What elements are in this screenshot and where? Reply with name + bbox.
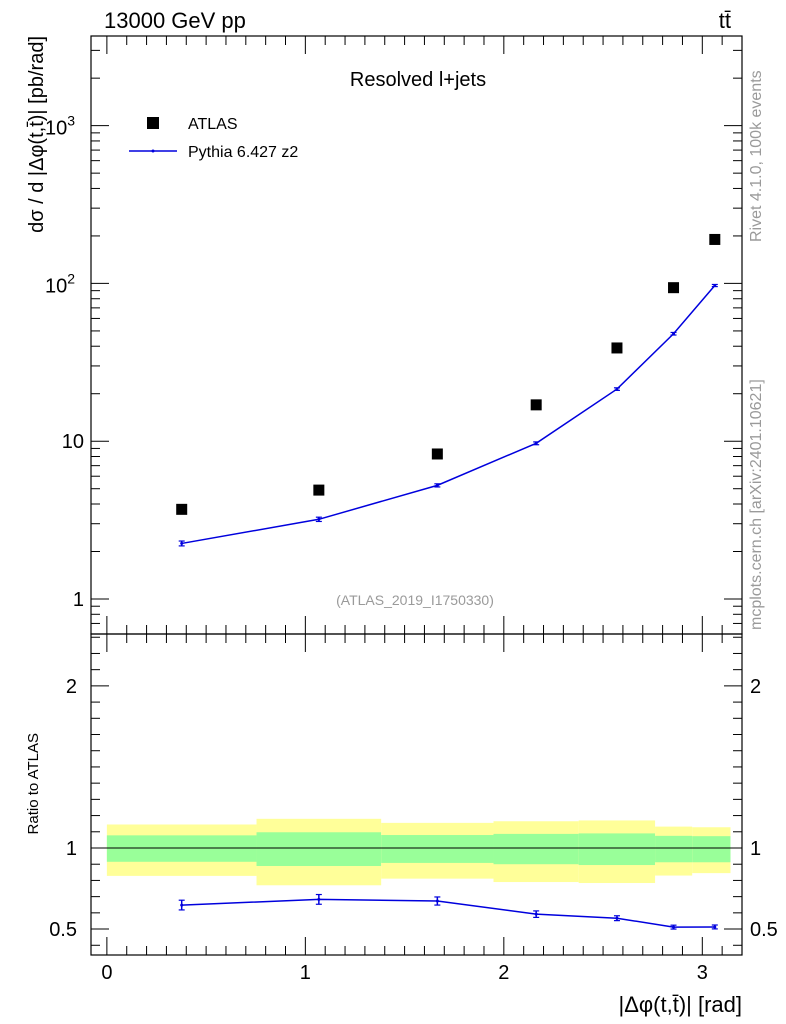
ratio-point xyxy=(615,916,619,920)
atlas-data-point xyxy=(611,342,623,354)
atlas-data-point xyxy=(431,448,443,460)
ratio-band-inner-5 xyxy=(655,835,693,863)
main-y-tick-label: 103 xyxy=(45,113,75,140)
atlas-data-point xyxy=(313,484,325,496)
ratio-y-axis-label: Ratio to ATLAS xyxy=(25,733,42,834)
pythia-point xyxy=(615,387,619,391)
pythia-point xyxy=(435,483,439,487)
atlas-data-point xyxy=(668,282,680,294)
atlas-data-point xyxy=(176,503,188,515)
energy-label: 13000 GeV pp xyxy=(104,8,246,33)
ratio-point xyxy=(180,903,184,907)
atlas-data-point xyxy=(530,399,542,411)
ratio-band-inner-3 xyxy=(493,833,579,865)
mcplots-watermark: mcplots.cern.ch [arXiv:2401.10621] xyxy=(748,379,765,630)
ratio-y-tick-label-right: 2 xyxy=(750,676,761,698)
x-tick-label: 0 xyxy=(101,962,112,984)
main-y-axis-label: dσ / d |Δφ(t,t̄)| [pb/rad] xyxy=(26,36,48,233)
process-label: tt̄ xyxy=(719,8,731,33)
legend-pythia-marker xyxy=(151,149,155,153)
pythia-point xyxy=(180,541,184,545)
ratio-band-inner-4 xyxy=(578,833,656,866)
ratio-point xyxy=(672,925,676,929)
ratio-point xyxy=(534,912,538,916)
ratio-y-tick-label-right: 0.5 xyxy=(750,919,778,941)
pythia-point xyxy=(672,332,676,336)
ratio-point xyxy=(435,899,439,903)
ratio-y-tick-label-right: 1 xyxy=(750,838,761,860)
legend-atlas-label: ATLAS xyxy=(188,116,238,133)
ratio-band-inner-6 xyxy=(692,836,731,863)
legend-atlas-marker xyxy=(147,117,159,129)
ratio-plot-frame xyxy=(90,633,743,956)
x-tick-label: 1 xyxy=(300,962,311,984)
rivet-watermark: Rivet 4.1.0, 100k events xyxy=(748,70,765,242)
pythia-point xyxy=(534,441,538,445)
ratio-band-inner-1 xyxy=(256,832,382,866)
x-tick-label: 2 xyxy=(498,962,509,984)
pythia-point xyxy=(713,284,717,288)
x-tick-label: 3 xyxy=(697,962,708,984)
legend-pythia-label: Pythia 6.427 z2 xyxy=(188,144,298,161)
atlas-data-point xyxy=(709,233,721,245)
plot-title: Resolved l+jets xyxy=(350,69,486,91)
ratio-pythia-line xyxy=(181,898,715,928)
ratio-y-tick-label: 1 xyxy=(66,838,77,860)
main-y-tick-label: 102 xyxy=(45,270,75,297)
ratio-band-inner-0 xyxy=(106,835,257,862)
pythia-point xyxy=(317,517,321,521)
ratio-point xyxy=(317,897,321,901)
ratio-band-inner-2 xyxy=(381,835,494,863)
analysis-label: (ATLAS_2019_I1750330) xyxy=(336,592,494,608)
ratio-point xyxy=(713,925,717,929)
ratio-y-tick-label: 2 xyxy=(66,676,77,698)
ratio-y-tick-label: 0.5 xyxy=(49,919,77,941)
main-y-tick-label: 10 xyxy=(62,431,84,453)
x-axis-label: |Δφ(t,t̄)| [rad] xyxy=(618,992,742,1017)
pythia-line xyxy=(181,285,716,545)
main-y-tick-label: 1 xyxy=(73,589,84,611)
